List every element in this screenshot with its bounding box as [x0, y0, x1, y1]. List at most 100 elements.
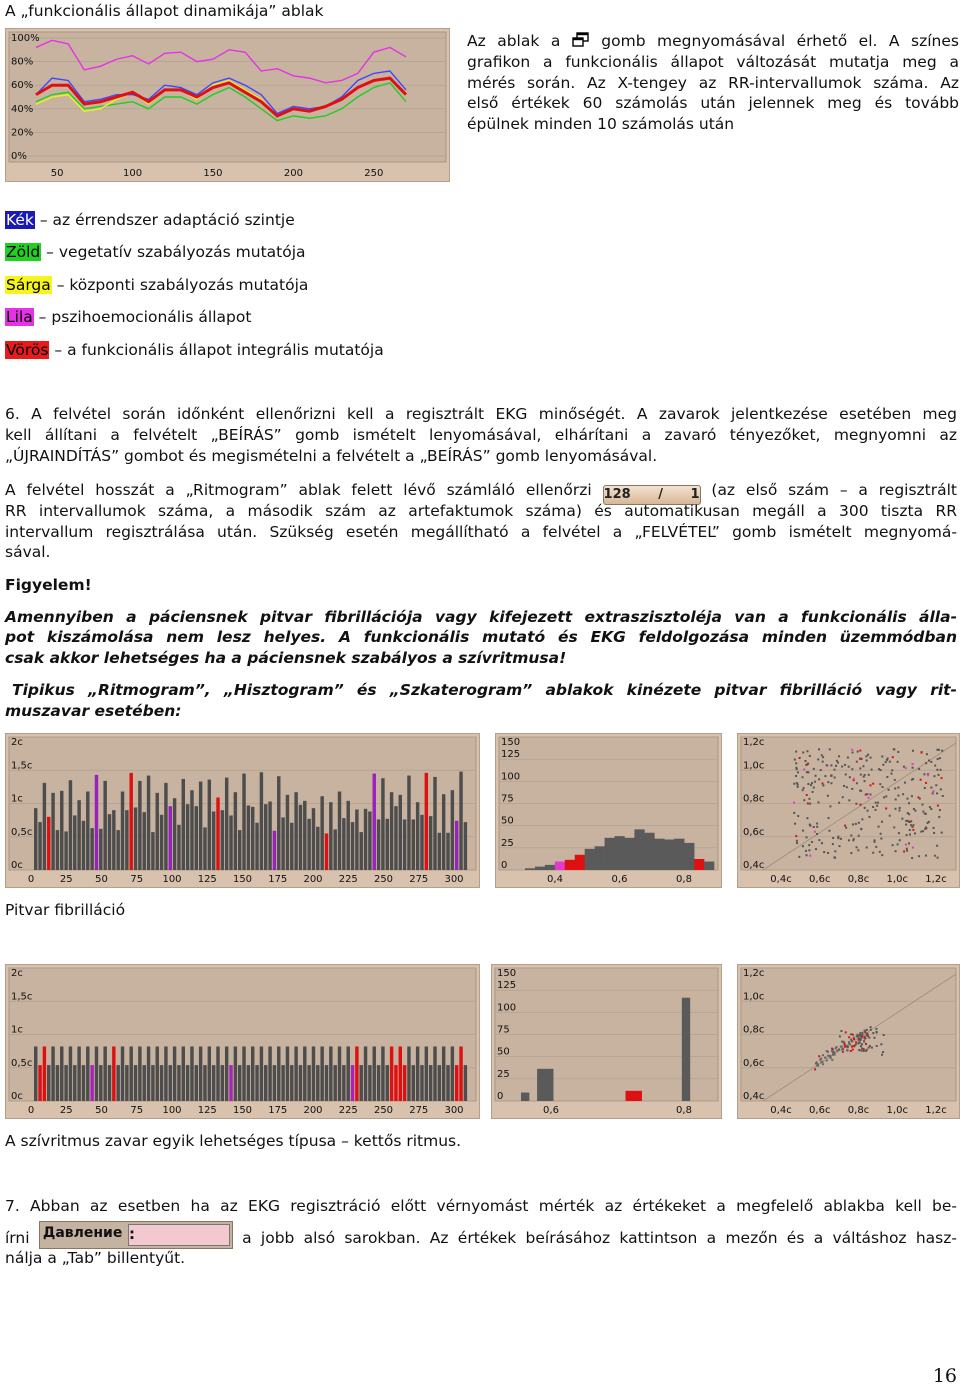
scatter-point: [828, 829, 831, 832]
scatter-point: [863, 1040, 866, 1043]
bar: [190, 790, 194, 870]
scatter-point: [822, 1063, 825, 1066]
scatter-point: [883, 796, 886, 799]
scatter-point: [857, 1037, 860, 1040]
warning-line-3: csak akkor lehetséges ha a páciensnek sz…: [5, 649, 567, 667]
bar: [704, 861, 715, 870]
y-tick-label: 1,5c: [11, 760, 32, 771]
para6-line-4: A felvétel hosszát a „Ritmogram” ablak f…: [5, 481, 957, 505]
scatter-point: [866, 809, 869, 812]
scatter-point: [793, 758, 796, 761]
y-tick-label: 100: [501, 771, 520, 782]
x-tick-label: 0,4: [547, 874, 563, 885]
para6-line-5: RR intervallumok száma, a második szám a…: [5, 502, 957, 520]
x-tick-label: 1,2c: [925, 874, 946, 885]
x-tick-label: 1,0c: [887, 874, 908, 885]
scatter-point: [862, 775, 865, 778]
bar: [355, 809, 359, 870]
bar: [259, 1046, 264, 1101]
x-tick-label: 200: [303, 1105, 322, 1116]
scatter-point: [818, 1055, 821, 1058]
bar: [281, 1065, 285, 1101]
scatter-point: [816, 1063, 819, 1066]
scatter-point: [936, 856, 939, 859]
scatter-point: [824, 1056, 827, 1059]
bar: [337, 1046, 342, 1101]
scatter-point: [830, 764, 833, 767]
scatter-point: [853, 1038, 856, 1041]
scatter-point: [803, 799, 806, 802]
scatter-point: [879, 769, 882, 772]
scatter-point: [857, 1042, 860, 1045]
scatter-point: [807, 762, 810, 765]
scatter-point: [893, 826, 896, 829]
pressure-field[interactable]: :: [127, 1224, 230, 1246]
x-tick-label: 0,4c: [770, 874, 791, 885]
x-tick-label: 0: [28, 874, 34, 885]
x-tick-label: 150: [233, 1105, 252, 1116]
bar: [216, 797, 220, 870]
bar: [211, 1065, 216, 1101]
scatter-point: [932, 790, 935, 793]
bar: [77, 800, 81, 870]
scatter-point: [861, 1036, 864, 1039]
scatter-point: [937, 748, 940, 751]
scatter-point: [807, 782, 810, 785]
scatter-point: [858, 1049, 861, 1052]
bar: [411, 1065, 416, 1101]
bar: [47, 1065, 51, 1101]
bar: [246, 805, 251, 870]
scatter-point: [910, 795, 913, 798]
bar: [86, 1046, 90, 1101]
bar: [450, 1046, 455, 1101]
scatter-point: [795, 842, 798, 845]
scatter-point: [807, 771, 810, 774]
bar: [168, 1065, 172, 1101]
scatter-point: [917, 855, 920, 858]
scatter-point: [818, 778, 821, 781]
scatter-point: [869, 1026, 872, 1029]
bar: [107, 1065, 112, 1101]
scatter-point: [867, 753, 870, 756]
scatter-point: [872, 851, 875, 854]
scatter-point: [848, 1042, 851, 1045]
bar: [146, 1046, 151, 1101]
bar: [268, 801, 272, 870]
legend-color-name: Kék: [5, 211, 35, 229]
scatter-point: [872, 782, 875, 785]
series-line: [35, 82, 407, 122]
scatter-point: [926, 774, 929, 777]
scatter-point: [862, 765, 865, 768]
bar: [112, 1046, 116, 1101]
bar: [34, 808, 38, 870]
scatter-point: [877, 825, 880, 828]
bar: [428, 816, 433, 870]
scatter-point: [905, 819, 908, 822]
y-tick-label: 0c: [11, 860, 23, 871]
bar: [446, 1065, 450, 1101]
y-tick-label: 40%: [11, 104, 33, 115]
x-tick-label: 0,8: [676, 874, 692, 885]
scatter-point: [884, 761, 887, 764]
intro-line-2: grafikon a funkcionális állapot változás…: [467, 53, 959, 71]
scatter-point: [829, 1055, 832, 1058]
scatter-point: [859, 757, 862, 760]
legend-description: – a funkcionális állapot integrális muta…: [49, 341, 384, 359]
bar: [350, 822, 355, 870]
bar: [133, 1065, 138, 1101]
scatter-point: [830, 774, 833, 777]
scatter-point: [879, 783, 882, 786]
scatter-point: [819, 1058, 822, 1061]
scatter-point: [840, 1030, 843, 1033]
scatter-point: [803, 768, 806, 771]
scatter-point: [865, 759, 868, 762]
scatter-point: [870, 768, 873, 771]
scatter-point: [852, 777, 855, 780]
bar: [545, 1068, 554, 1101]
bar: [441, 794, 446, 870]
scatter-point: [864, 1031, 867, 1034]
scatter-point: [855, 760, 858, 763]
warning-line-2: pot kiszámolása nem lesz helyes. A funkc…: [5, 628, 957, 646]
bar: [55, 830, 60, 870]
scatter-point: [856, 1035, 859, 1038]
